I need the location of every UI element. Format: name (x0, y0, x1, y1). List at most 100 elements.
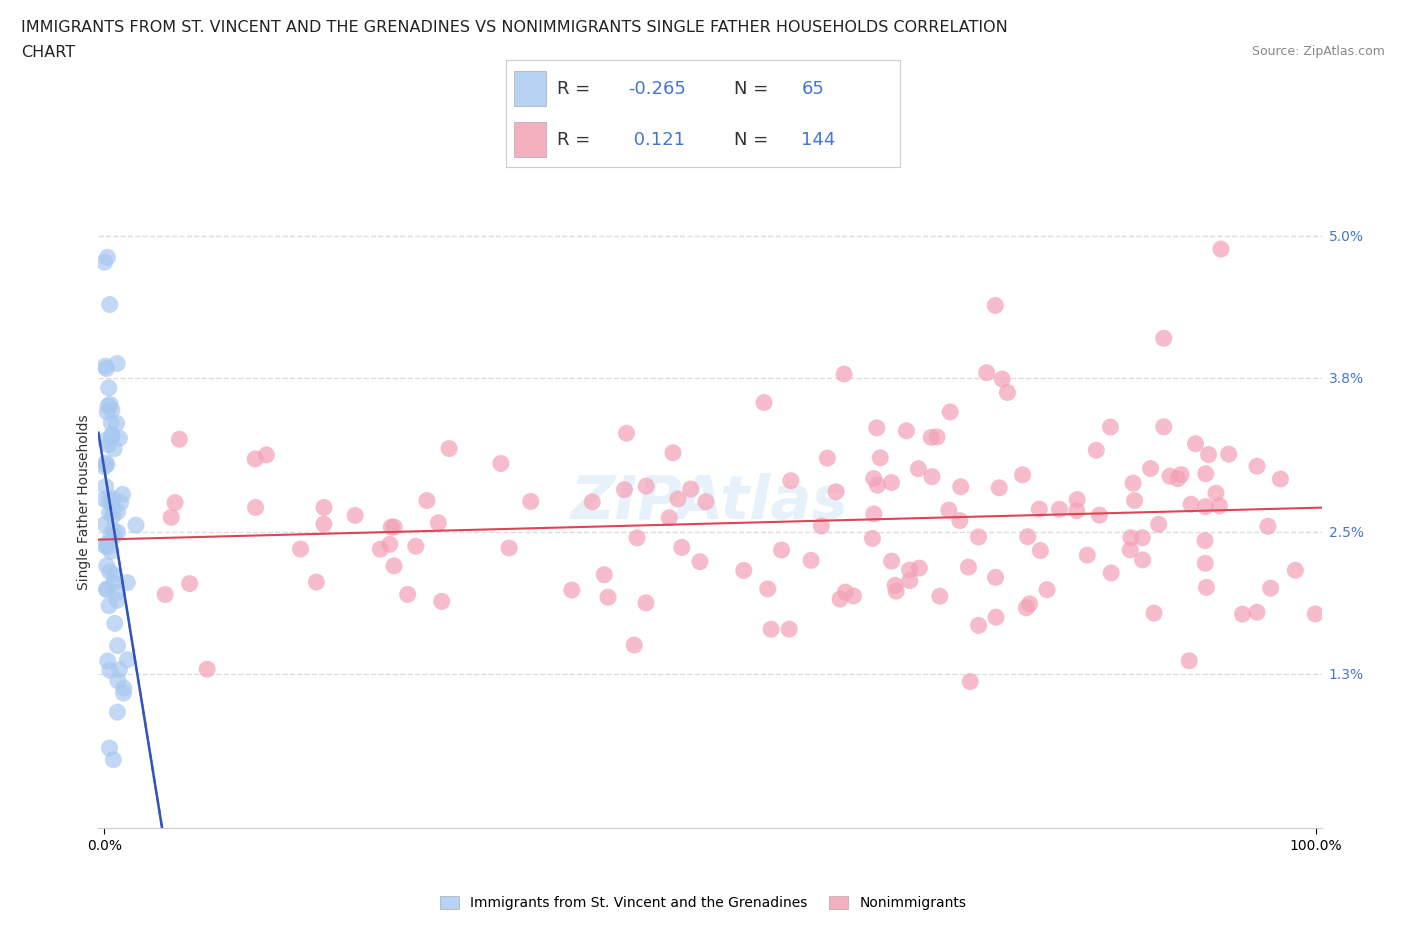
FancyBboxPatch shape (515, 72, 546, 106)
Point (1099, 565, 1122, 580)
Point (1257, 519, 1279, 534)
Point (1153, 331, 1175, 346)
Point (616, 426, 638, 441)
Point (1167, 472, 1189, 486)
Point (756, 581, 779, 596)
Point (96, 539, 118, 554)
Point (997, 385, 1019, 400)
Point (1147, 517, 1170, 532)
Point (1205, 485, 1227, 500)
Text: R =: R = (557, 130, 596, 149)
Point (96, 582, 118, 597)
Point (195, 662, 218, 677)
Point (1029, 543, 1052, 558)
Point (1209, 242, 1232, 257)
Point (636, 479, 658, 494)
Point (98, 297, 121, 312)
Point (593, 567, 616, 582)
Point (920, 430, 942, 445)
Point (101, 429, 124, 444)
Point (107, 638, 129, 653)
Point (908, 561, 931, 576)
Text: N =: N = (734, 130, 775, 149)
Point (101, 403, 124, 418)
Point (939, 405, 962, 419)
Point (107, 673, 129, 688)
Point (396, 587, 419, 602)
Point (97, 537, 120, 551)
Point (1036, 582, 1059, 597)
Point (921, 470, 943, 485)
Text: Source: ZipAtlas.com: Source: ZipAtlas.com (1251, 45, 1385, 58)
Point (869, 450, 891, 465)
Point (416, 493, 439, 508)
Point (93, 433, 115, 448)
Point (1088, 508, 1111, 523)
Point (898, 563, 921, 578)
Point (830, 591, 852, 606)
Point (1143, 605, 1166, 620)
Point (96, 405, 118, 419)
Point (108, 431, 131, 445)
Point (103, 576, 125, 591)
Point (634, 595, 657, 610)
Point (1119, 542, 1142, 557)
Legend: Immigrants from St. Vincent and the Grenadines, Nonimmigrants: Immigrants from St. Vincent and the Gren… (434, 891, 972, 916)
Point (243, 452, 266, 467)
Point (984, 570, 1007, 585)
Point (679, 482, 702, 497)
Point (96, 458, 118, 472)
Point (662, 445, 685, 460)
Point (382, 559, 405, 574)
Point (938, 503, 960, 518)
Point (305, 575, 328, 590)
Point (103, 528, 125, 543)
Point (312, 500, 335, 515)
Point (105, 705, 128, 720)
Point (1099, 419, 1122, 434)
Point (967, 529, 990, 544)
Point (759, 622, 782, 637)
Point (1194, 499, 1216, 514)
Point (96, 581, 118, 596)
Point (1178, 654, 1201, 669)
Point (862, 472, 884, 486)
Point (94, 517, 117, 532)
Point (117, 652, 139, 667)
Point (489, 456, 512, 471)
Point (1303, 606, 1326, 621)
Point (1195, 466, 1218, 481)
Point (967, 618, 990, 632)
Point (98, 397, 121, 412)
Point (96, 558, 118, 573)
Point (1123, 493, 1146, 508)
Point (596, 590, 619, 604)
Point (93, 255, 115, 270)
Point (107, 504, 129, 519)
Point (779, 473, 801, 488)
Point (959, 674, 981, 689)
Point (112, 681, 135, 696)
Point (1015, 601, 1038, 616)
Point (94, 456, 117, 471)
Point (98, 663, 121, 678)
Text: N =: N = (734, 80, 775, 98)
Point (896, 423, 918, 438)
Point (103, 567, 125, 582)
Point (100, 528, 122, 543)
Point (957, 560, 980, 575)
Point (1119, 530, 1142, 545)
Point (94, 538, 117, 552)
Point (165, 495, 187, 510)
Point (770, 542, 793, 557)
Text: ZIPAtlas: ZIPAtlas (571, 472, 849, 532)
Point (1180, 497, 1202, 512)
Point (1218, 446, 1240, 461)
Point (104, 616, 127, 631)
Point (925, 430, 948, 445)
Point (862, 531, 884, 546)
Text: -0.265: -0.265 (628, 80, 686, 98)
Point (105, 416, 128, 431)
Point (344, 508, 367, 523)
Point (97, 380, 120, 395)
